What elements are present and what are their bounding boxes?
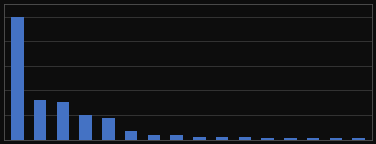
- Bar: [148, 135, 160, 140]
- Bar: [352, 138, 365, 140]
- Bar: [193, 137, 206, 140]
- Bar: [79, 115, 92, 140]
- Bar: [125, 131, 137, 140]
- Bar: [330, 138, 342, 140]
- Bar: [239, 137, 251, 140]
- Bar: [170, 135, 183, 140]
- Bar: [102, 118, 115, 140]
- Bar: [34, 100, 46, 140]
- Bar: [11, 17, 24, 140]
- Bar: [284, 138, 297, 140]
- Bar: [307, 138, 319, 140]
- Bar: [57, 102, 69, 140]
- Bar: [216, 137, 228, 140]
- Bar: [261, 138, 274, 140]
